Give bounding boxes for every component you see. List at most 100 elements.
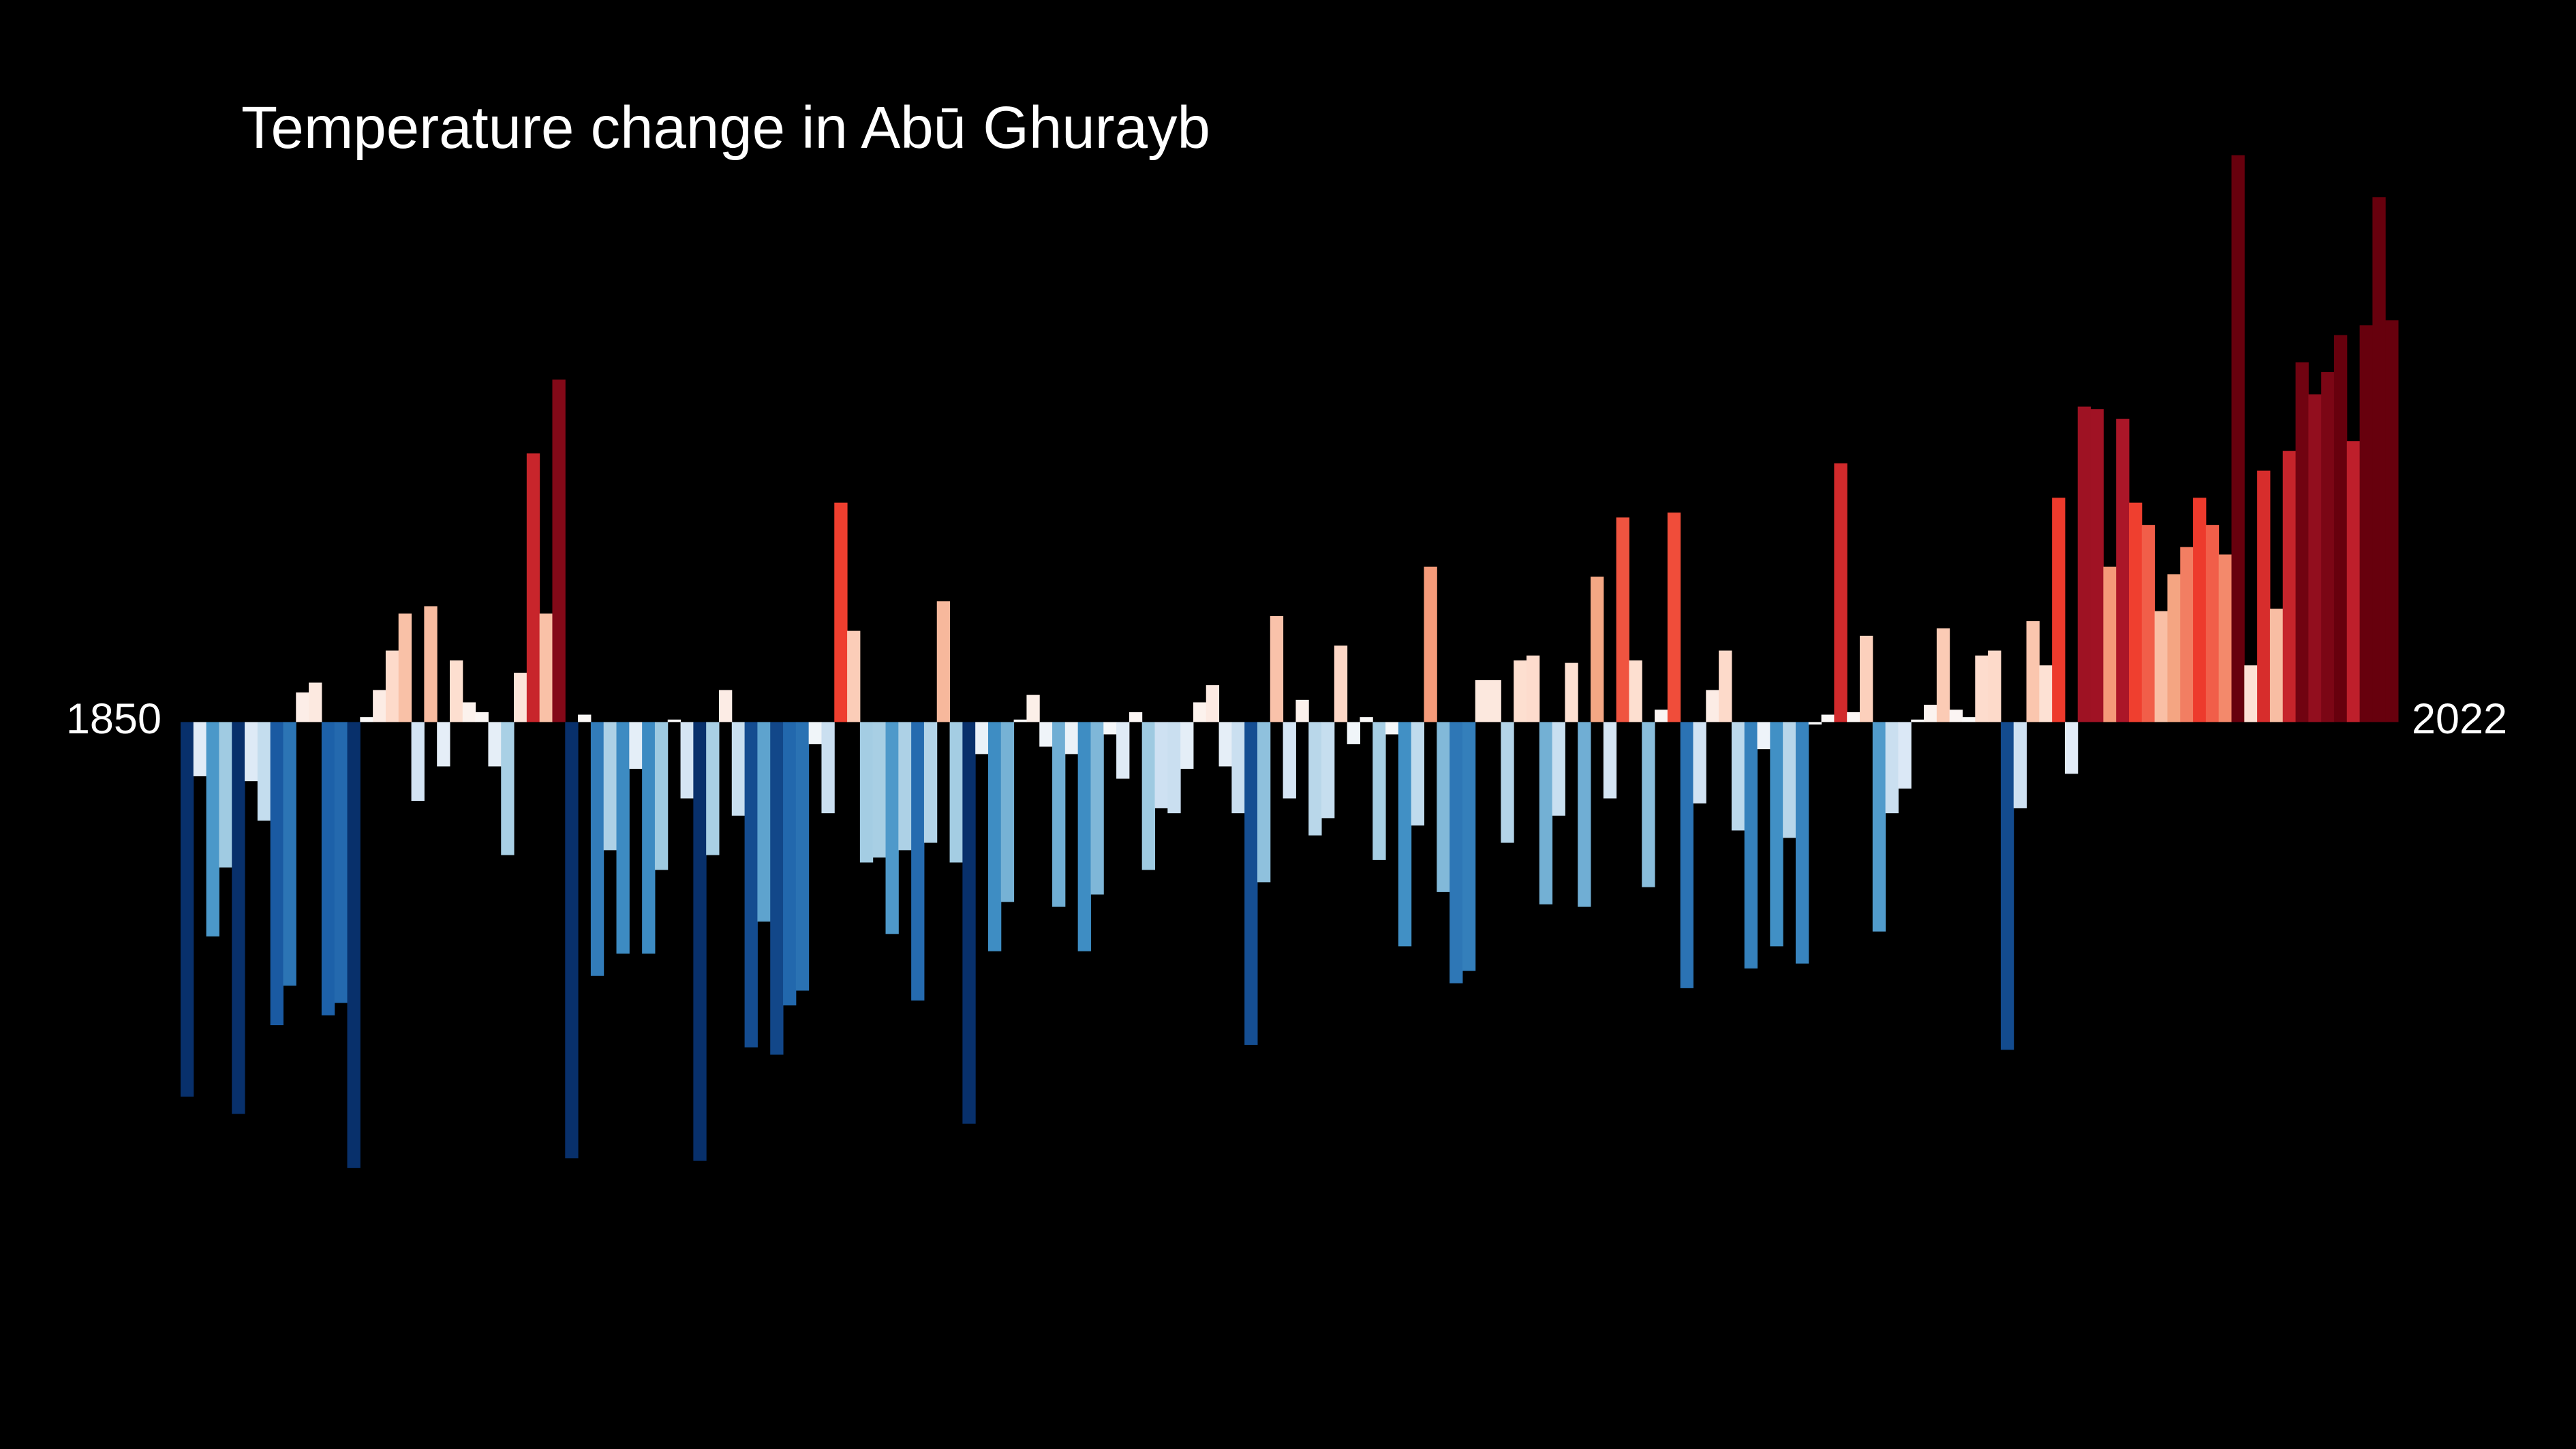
bar — [2039, 665, 2053, 722]
bar — [1808, 722, 1822, 724]
bar — [193, 722, 207, 776]
bar — [283, 722, 296, 986]
bar — [2295, 362, 2309, 722]
bar — [1680, 722, 1693, 988]
bar — [2385, 320, 2399, 722]
bar — [2064, 722, 2079, 774]
bar — [1450, 722, 1463, 983]
bar — [1283, 722, 1296, 799]
bar — [1834, 463, 1847, 722]
bar — [501, 722, 515, 855]
bar — [962, 722, 976, 1124]
bar — [1129, 712, 1143, 722]
bar — [1411, 722, 1424, 826]
bar — [1385, 722, 1399, 735]
bar — [1770, 722, 1783, 947]
bar — [321, 722, 335, 1016]
bar — [1898, 722, 1912, 789]
bar — [642, 722, 656, 954]
bar — [1488, 680, 1501, 722]
bar — [578, 714, 592, 722]
bar — [424, 606, 438, 722]
bar — [514, 673, 527, 722]
bar — [1295, 699, 1309, 722]
bar — [603, 722, 617, 851]
bar — [437, 722, 450, 767]
bar — [949, 722, 963, 863]
bar — [309, 682, 322, 722]
bar — [718, 690, 733, 722]
bar — [2167, 574, 2181, 722]
bar — [398, 613, 412, 722]
bar — [1116, 722, 1130, 779]
bar — [552, 379, 566, 722]
bar — [667, 719, 681, 722]
bar — [1218, 722, 1232, 767]
bar — [1424, 566, 1437, 722]
bar — [1578, 722, 1591, 907]
bar — [1013, 719, 1027, 722]
bar — [1642, 722, 1655, 887]
bar — [2077, 406, 2091, 722]
bar — [1373, 722, 1386, 860]
bar — [923, 722, 938, 843]
bar — [181, 722, 194, 1097]
bar — [1885, 722, 1899, 814]
bar — [1667, 513, 1681, 722]
bar — [1437, 722, 1450, 892]
bar — [526, 453, 540, 722]
bar — [2154, 611, 2168, 722]
bar — [296, 692, 309, 722]
bar — [411, 722, 425, 802]
bar — [1783, 722, 1796, 838]
bar — [795, 722, 810, 991]
bar — [1949, 710, 1963, 722]
bar — [2231, 155, 2245, 722]
bar — [2205, 525, 2220, 722]
bar — [2346, 441, 2361, 722]
bar — [1655, 710, 1668, 722]
bar — [2116, 418, 2130, 722]
bar — [1180, 722, 1194, 769]
bar — [987, 722, 1002, 951]
bar — [706, 722, 720, 855]
bar — [1193, 702, 1207, 722]
bar — [1757, 722, 1770, 750]
bar — [1321, 722, 1335, 819]
bar — [1103, 722, 1117, 735]
bar — [1988, 650, 2002, 722]
bar — [1616, 517, 1629, 722]
bar — [1244, 722, 1258, 1046]
bar — [2372, 197, 2386, 722]
bar — [232, 722, 245, 1114]
bar — [1334, 645, 1348, 722]
bar — [206, 722, 219, 936]
bar — [770, 722, 784, 1055]
bar — [1847, 712, 1860, 722]
bar — [1924, 705, 1937, 722]
bar — [1603, 722, 1617, 799]
bar — [654, 722, 669, 870]
bar — [757, 722, 771, 922]
bar — [1501, 722, 1514, 843]
bar — [1167, 722, 1181, 814]
bar — [744, 722, 758, 1048]
bar — [1077, 722, 1091, 951]
bar — [2141, 525, 2156, 722]
bar — [488, 722, 502, 767]
bar — [565, 722, 579, 1159]
bar — [2269, 609, 2284, 722]
bar — [219, 722, 232, 868]
chart-title: Temperature change in Abū Ghurayb — [241, 95, 1210, 161]
bar — [1744, 722, 1758, 968]
bar — [1141, 722, 1156, 870]
bar — [2359, 325, 2373, 722]
bar — [1514, 660, 1527, 722]
bar — [2013, 722, 2027, 808]
bar — [2026, 621, 2040, 722]
bar — [2000, 722, 2014, 1050]
bar — [2129, 502, 2143, 722]
bar — [373, 690, 386, 722]
bar — [1962, 717, 1976, 722]
bar — [808, 722, 822, 744]
